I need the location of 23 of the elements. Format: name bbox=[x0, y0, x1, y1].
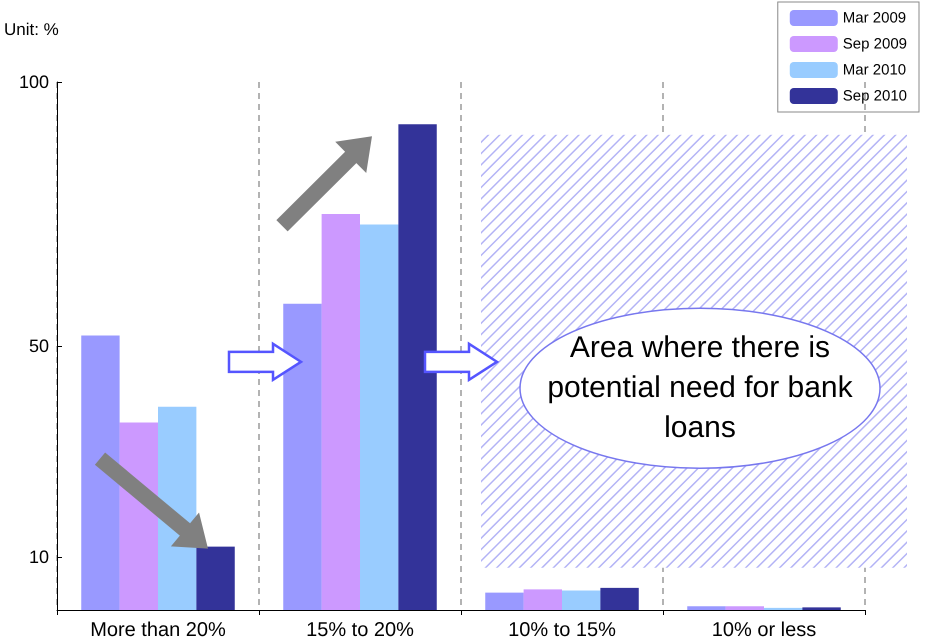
bar bbox=[687, 606, 726, 610]
legend-label: Sep 2010 bbox=[842, 88, 908, 104]
x-tick-label: More than 20% bbox=[90, 619, 226, 641]
bar bbox=[562, 590, 600, 610]
y-tick-label: 100 bbox=[18, 72, 49, 92]
legend-label: Mar 2009 bbox=[842, 10, 906, 26]
legend-label: Mar 2010 bbox=[842, 62, 906, 78]
x-tick-label: 15% to 20% bbox=[306, 619, 414, 641]
bar bbox=[726, 606, 764, 610]
bar bbox=[485, 592, 524, 610]
y-tick-label: 50 bbox=[28, 336, 49, 356]
bar bbox=[524, 589, 562, 610]
bar bbox=[600, 588, 639, 610]
bar bbox=[360, 224, 398, 610]
annotation: Area where there is potential need for bank loans bbox=[546, 330, 854, 446]
y-tick-label: 10 bbox=[28, 547, 49, 568]
bar bbox=[196, 546, 235, 610]
legend-label: Sep 2009 bbox=[842, 36, 908, 52]
x-tick-label: 10% or less bbox=[712, 619, 816, 641]
bar bbox=[802, 607, 841, 610]
text: Unit: % bbox=[4, 20, 59, 40]
x-tick-label: 10% to 15% bbox=[508, 619, 616, 641]
bar bbox=[398, 124, 437, 610]
